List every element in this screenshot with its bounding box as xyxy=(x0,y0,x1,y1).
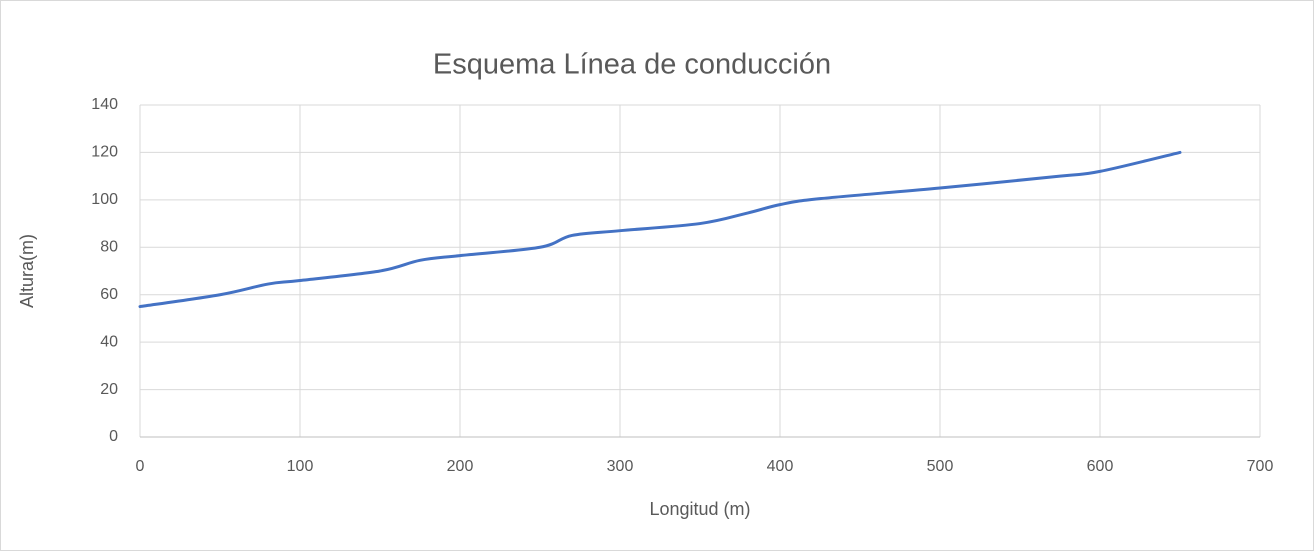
x-tick-label: 0 xyxy=(136,458,145,475)
x-axis-label: Longitud (m) xyxy=(649,499,750,519)
x-tick-label: 400 xyxy=(767,458,794,475)
x-tick-label: 600 xyxy=(1087,458,1114,475)
x-tick-label: 100 xyxy=(287,458,314,475)
y-tick-label: 40 xyxy=(100,333,118,350)
y-tick-label: 120 xyxy=(91,144,118,161)
y-tick-label: 80 xyxy=(100,239,118,256)
y-axis-label: Altura(m) xyxy=(17,234,37,308)
x-tick-label: 500 xyxy=(927,458,954,475)
y-tick-label: 20 xyxy=(100,381,118,398)
y-tick-label: 0 xyxy=(109,428,118,445)
y-tick-label: 60 xyxy=(100,286,118,303)
data-line xyxy=(138,150,1182,309)
x-tick-label: 700 xyxy=(1247,458,1274,475)
x-tick-label: 300 xyxy=(607,458,634,475)
chart-title: Esquema Línea de conducción xyxy=(433,49,831,81)
x-tick-label: 200 xyxy=(447,458,474,475)
y-tick-label: 140 xyxy=(91,96,118,113)
y-tick-label: 100 xyxy=(91,191,118,208)
